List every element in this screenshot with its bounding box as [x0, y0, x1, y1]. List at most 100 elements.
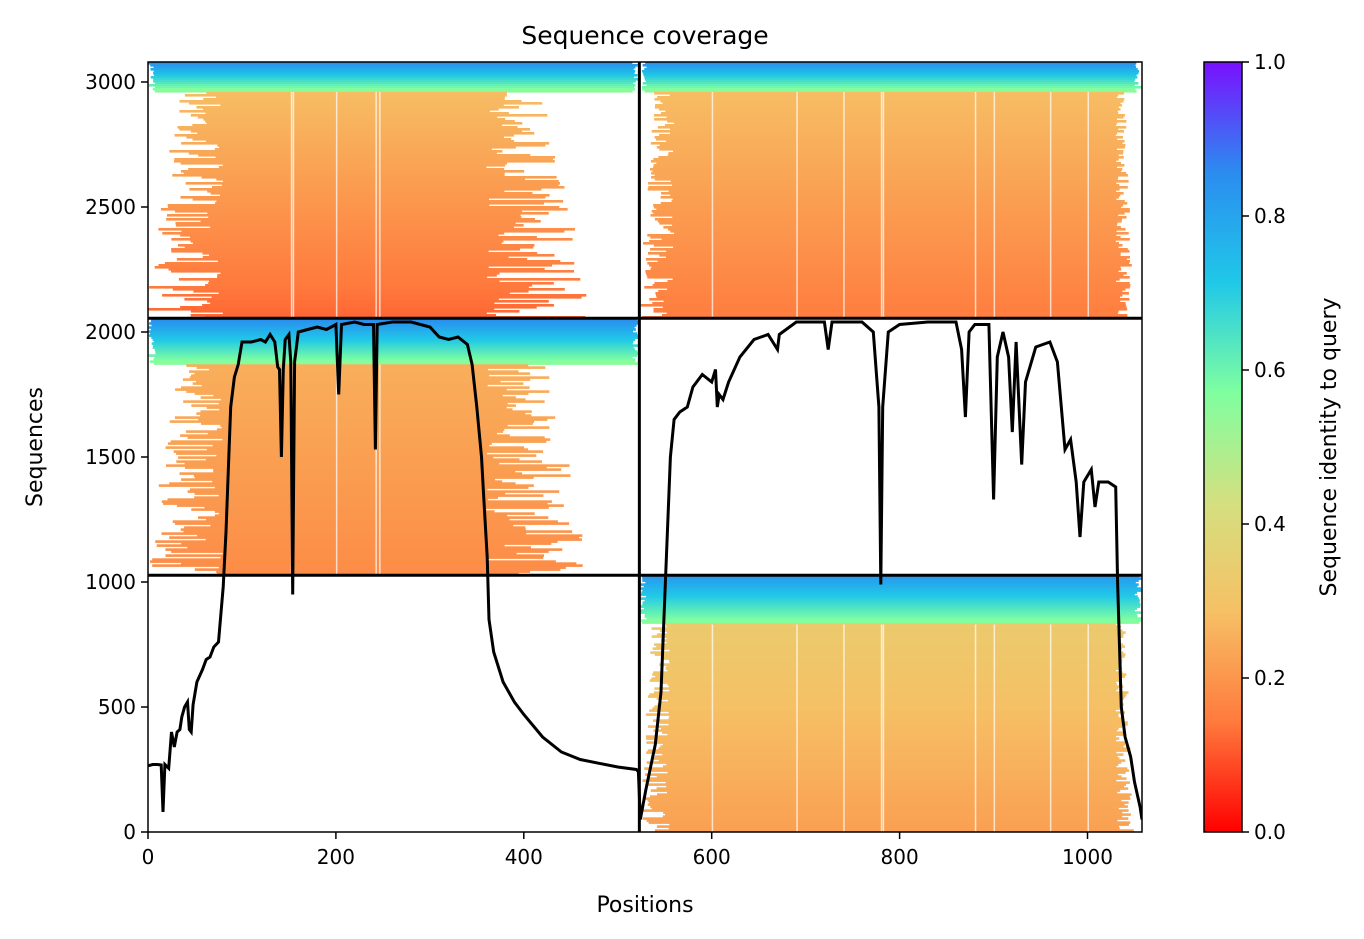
msa-row — [665, 256, 1130, 259]
msa-row — [180, 434, 510, 437]
x-tick-label: 1000 — [1062, 845, 1113, 869]
msa-row — [196, 366, 546, 369]
msa-row — [177, 126, 518, 129]
msa-row — [148, 84, 636, 87]
msa-block-dividers — [148, 62, 1142, 832]
msa-row — [153, 344, 639, 347]
msa-row — [658, 290, 1123, 293]
msa-row — [654, 653, 1126, 656]
msa-row — [214, 486, 529, 489]
msa-row — [661, 655, 1125, 658]
gap-streak — [880, 92, 883, 319]
msa-row — [205, 284, 533, 287]
msa-row — [643, 72, 1139, 75]
msa-row — [201, 176, 557, 179]
msa-row — [642, 64, 1136, 67]
msa-row — [150, 560, 556, 563]
msa-row — [171, 250, 489, 253]
msa-row — [192, 198, 489, 201]
msa-row — [646, 66, 1136, 69]
msa-row — [150, 64, 638, 67]
colorbar-label: Sequence identity to query — [1317, 297, 1342, 596]
gap-streak — [711, 92, 714, 319]
msa-row — [181, 142, 550, 145]
msa-row — [670, 194, 1121, 197]
msa-row — [203, 118, 506, 121]
chart-title: Sequence coverage — [521, 21, 768, 50]
msa-row — [651, 635, 1124, 638]
msa-row — [183, 172, 505, 175]
msa-row — [196, 106, 519, 109]
msa-row — [642, 603, 1141, 606]
msa-row — [153, 340, 634, 343]
x-axis-label: Positions — [596, 893, 693, 918]
msa-row — [203, 98, 505, 101]
y-tick-label: 0 — [123, 820, 136, 844]
msa-row — [653, 164, 1125, 167]
msa-row — [657, 793, 1132, 796]
msa-row — [219, 146, 516, 149]
msa-row — [205, 120, 515, 123]
msa-row — [644, 607, 1137, 610]
msa-row — [669, 823, 1129, 826]
msa-row — [210, 226, 514, 229]
msa-row — [650, 142, 1123, 145]
msa-row — [663, 811, 1123, 814]
msa-row — [171, 238, 573, 241]
gap-streak — [375, 364, 377, 576]
msa-row — [669, 715, 1119, 718]
msa-row — [217, 144, 546, 147]
msa-row — [644, 615, 1138, 618]
msa-row — [654, 829, 1134, 832]
msa-row — [176, 460, 543, 463]
gap-streak — [993, 624, 996, 832]
msa-row — [158, 484, 534, 487]
msa-row — [648, 252, 1121, 255]
msa-row — [205, 458, 520, 461]
msa-row — [194, 372, 531, 375]
msa-row — [201, 422, 533, 425]
msa-block-4 — [639, 575, 1142, 832]
msa-row — [670, 132, 1118, 135]
msa-row — [646, 617, 1142, 620]
msa-row — [660, 745, 1124, 748]
msa-row — [153, 66, 636, 69]
msa-row — [154, 74, 638, 77]
msa-row — [151, 324, 637, 327]
y-tick-label: 2000 — [85, 320, 136, 344]
msa-row — [662, 306, 1127, 309]
msa-row — [222, 438, 551, 441]
msa-row — [148, 326, 635, 329]
msa-row — [665, 623, 1117, 626]
msa-row — [672, 278, 1120, 281]
colorbar-ticks: 0.0 0.2 0.4 0.6 0.8 1.0 — [1242, 50, 1286, 844]
msa-row — [647, 276, 1130, 279]
msa-row — [650, 795, 1130, 798]
msa-row — [650, 651, 1124, 654]
msa-row — [216, 200, 564, 203]
msa-row — [165, 446, 525, 449]
msa-row — [640, 597, 1139, 600]
msa-row — [665, 110, 1118, 113]
msa-row — [151, 336, 638, 339]
msa-row — [653, 158, 1119, 161]
colorbar-tick-label: 0.2 — [1254, 666, 1286, 690]
msa-row — [652, 673, 1127, 676]
msa-row — [197, 116, 498, 119]
gap-streak — [711, 624, 714, 832]
msa-row — [186, 390, 550, 393]
msa-row — [654, 174, 1128, 177]
msa-row — [176, 258, 528, 261]
msa-row — [189, 102, 543, 105]
msa-row — [649, 801, 1129, 804]
msa-row — [153, 362, 638, 365]
msa-row — [668, 723, 1128, 726]
msa-row — [187, 436, 545, 439]
msa-row — [196, 412, 526, 415]
msa-row — [661, 192, 1124, 195]
gap-streak — [1049, 624, 1052, 832]
msa-row — [206, 122, 523, 125]
msa-row — [667, 120, 1127, 123]
msa-row — [650, 248, 1128, 251]
msa-row — [651, 130, 1124, 133]
